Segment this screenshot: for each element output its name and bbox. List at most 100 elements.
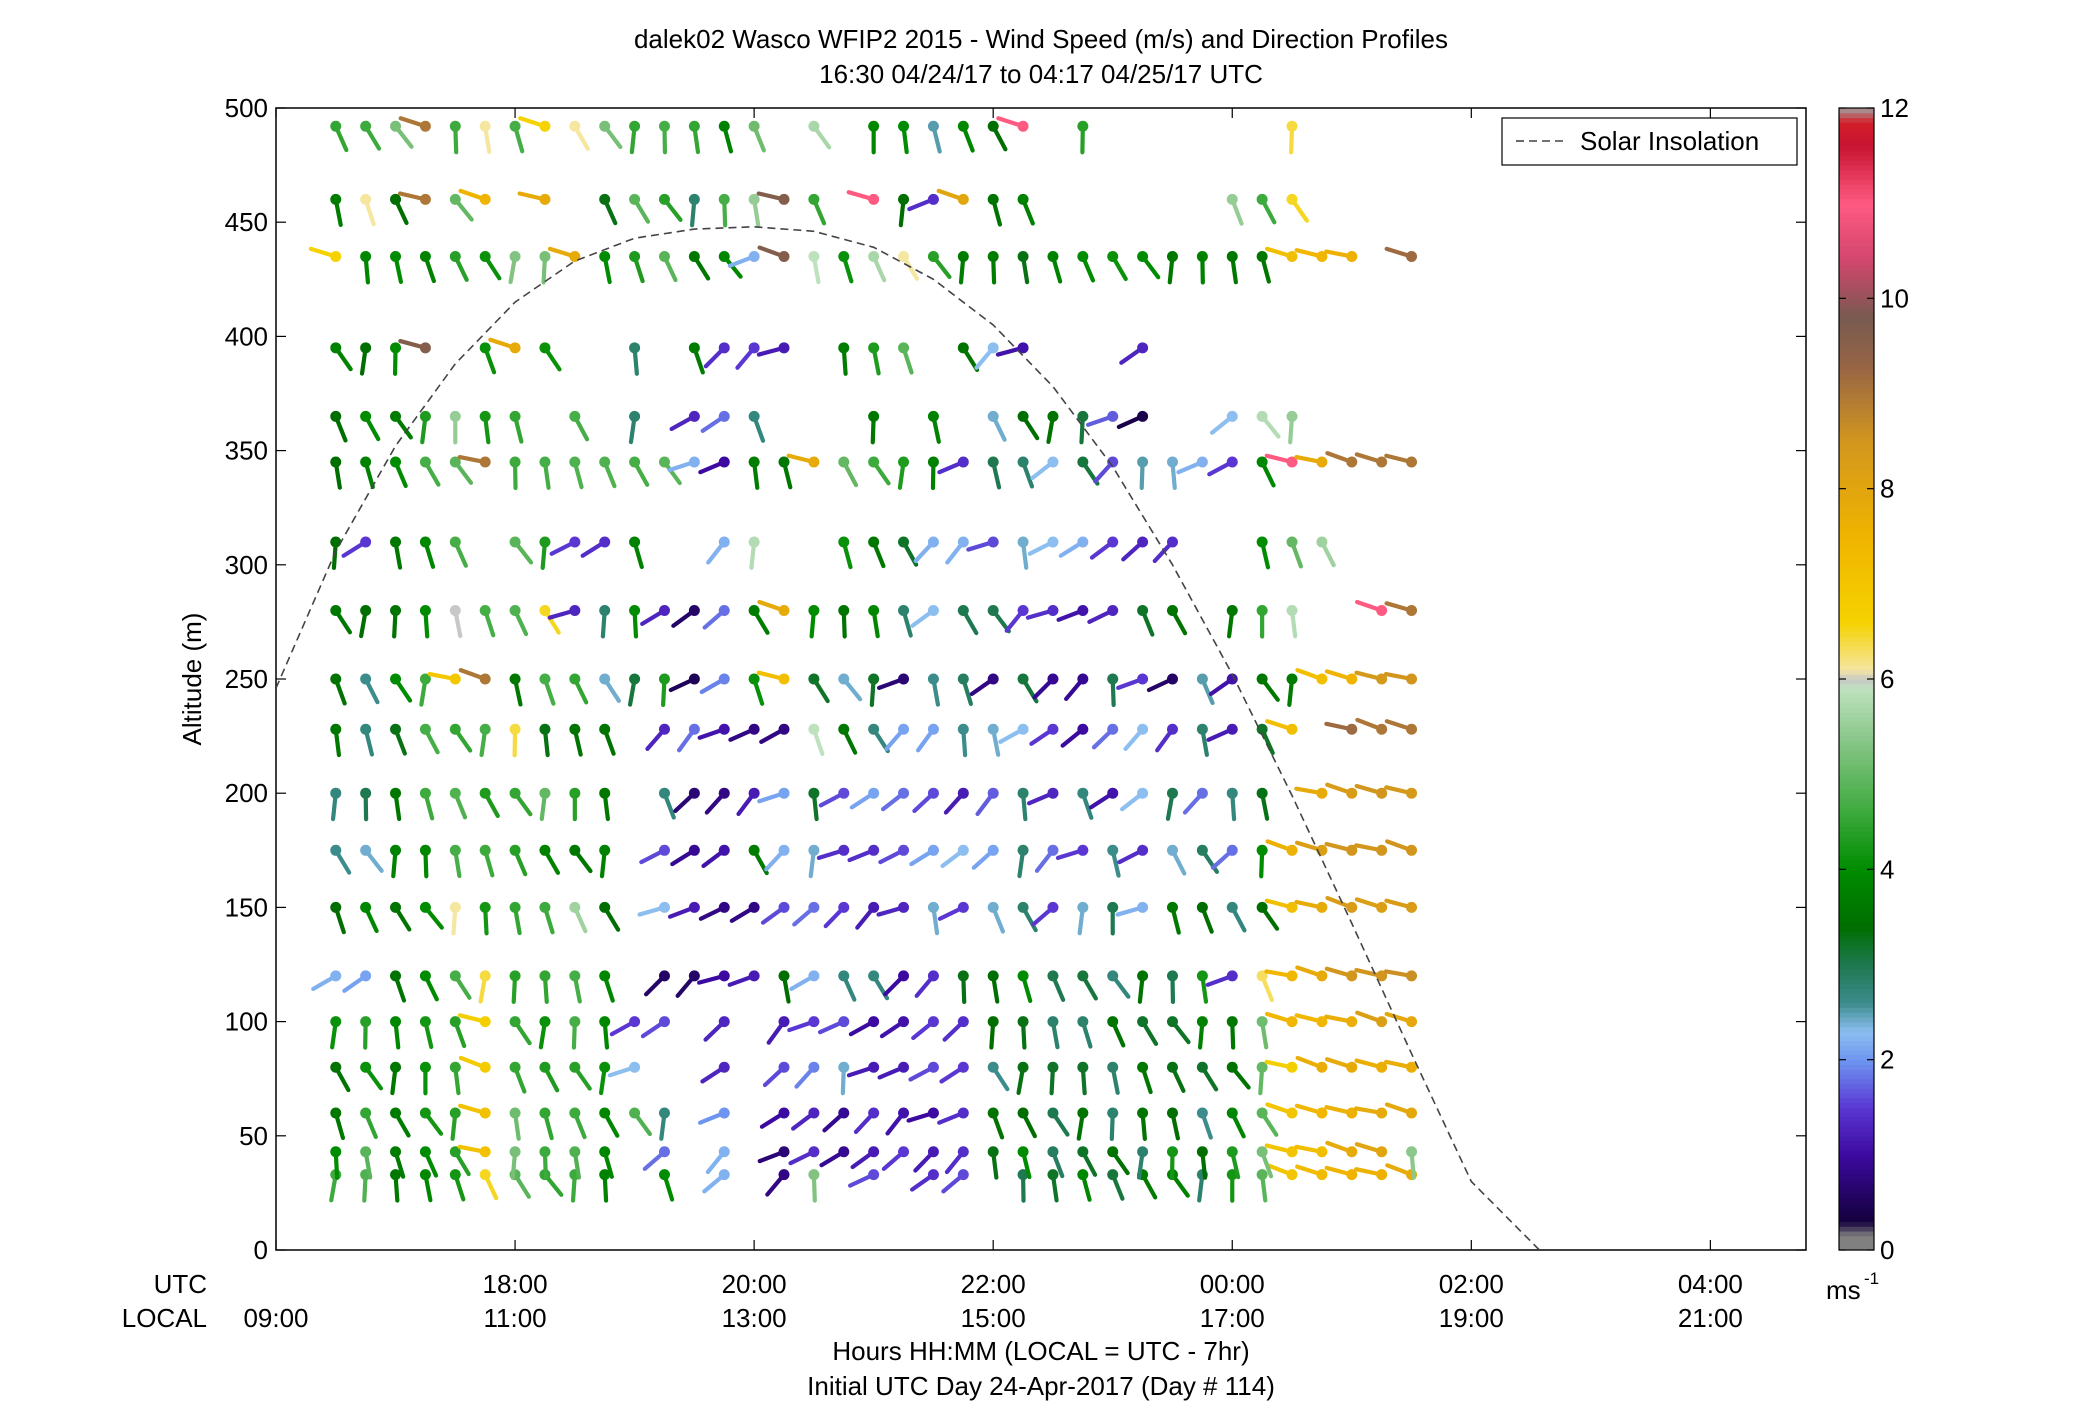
wind-barb (688, 120, 701, 155)
wind-barb (539, 342, 562, 372)
wind-barb-dot (390, 456, 402, 468)
wind-barb (419, 1107, 444, 1136)
wind-barb-dot (330, 901, 342, 913)
wind-barb (957, 723, 969, 758)
wind-barb-dot (419, 844, 431, 856)
wind-barb-dot (419, 1061, 431, 1073)
colorbar-segment (1839, 526, 1874, 533)
wind-barb (1354, 1167, 1388, 1181)
wind-barb (898, 342, 914, 375)
wind-barb-dot (1137, 250, 1149, 262)
wind-barb (1355, 717, 1388, 735)
colorbar-segment (1839, 945, 1874, 951)
colorbar-segment (1839, 978, 1874, 985)
wind-barb-dot (868, 673, 880, 685)
colorbar-segment (1839, 612, 1874, 618)
colorbar-segment (1839, 802, 1874, 809)
wind-barb-dot (778, 844, 790, 856)
wind-barb-dot (718, 604, 730, 616)
wind-barb-dot (927, 120, 939, 132)
colorbar-segment (1839, 774, 1874, 780)
wind-barb-dot (419, 970, 431, 982)
wind-barb (509, 970, 521, 1004)
colorbar-segment (1839, 912, 1874, 918)
wind-barb-dot (1137, 901, 1149, 913)
colorbar-segment (1839, 165, 1874, 171)
wind-barb-dot (1137, 604, 1149, 616)
wind-barb-dot (479, 193, 491, 205)
wind-barb (838, 723, 858, 755)
wind-barb-dot (898, 1107, 910, 1119)
colorbar-segment (1839, 755, 1874, 761)
wind-barb (838, 342, 850, 376)
wind-barb (1017, 536, 1029, 570)
colorbar-segment (1839, 1192, 1874, 1199)
wind-barb-dot (330, 250, 342, 262)
colorbar-segment (1839, 1121, 1874, 1127)
wind-barb-dot (1226, 410, 1238, 422)
wind-barb (360, 844, 384, 873)
wind-barb (1294, 1103, 1328, 1119)
wind-barb (509, 1061, 527, 1094)
wind-barb (479, 787, 500, 819)
wind-barb-dot (1166, 723, 1178, 735)
wind-barb (629, 604, 641, 639)
wind-barb (969, 673, 999, 697)
wind-barb-dot (1166, 970, 1178, 982)
wind-barb (449, 787, 468, 820)
colorbar-tick-label: 2 (1880, 1045, 1894, 1075)
wind-barb-dot (1017, 1146, 1029, 1158)
wind-barb-dot (1107, 456, 1119, 468)
wind-barb-dot (778, 723, 790, 735)
wind-barb-dot (748, 844, 760, 856)
wind-barb-dot (808, 901, 820, 913)
wind-barb (1256, 844, 1268, 879)
wind-barb (449, 723, 473, 753)
wind-barb-dot (1017, 970, 1029, 982)
wind-barb (390, 1061, 402, 1096)
wind-barb (658, 1107, 670, 1141)
wind-barb (1226, 787, 1238, 822)
colorbar-segment (1839, 1102, 1874, 1108)
wind-barb (599, 120, 623, 150)
wind-barb-dot (330, 410, 342, 422)
colorbar-segment (1839, 993, 1874, 999)
wind-barb-dot (360, 844, 372, 856)
wind-barb-dot (808, 1146, 820, 1158)
colorbar-segment (1839, 679, 1874, 685)
wind-barb-dot (1316, 1016, 1328, 1028)
wind-barb-dot (1376, 787, 1388, 799)
wind-barb (341, 536, 372, 558)
wind-barb (913, 1146, 939, 1173)
wind-barb-dot (1077, 1107, 1089, 1119)
x-tick-label-utc: 00:00 (1200, 1269, 1265, 1299)
colorbar-segment (1839, 379, 1874, 385)
wind-barb (449, 1169, 466, 1202)
wind-barb-dot (330, 604, 342, 616)
wind-barb-dot (987, 844, 999, 856)
wind-barb-dot (1077, 250, 1089, 262)
wind-barb (457, 1144, 491, 1158)
wind-barb-dot (569, 844, 581, 856)
wind-barb (868, 410, 880, 445)
wind-barb-dot (330, 844, 342, 856)
wind-barb (916, 723, 939, 753)
wind-barb (539, 723, 551, 758)
wind-barb-dot (1316, 1107, 1328, 1119)
wind-barb-dot (419, 604, 431, 616)
colorbar-segment (1839, 935, 1874, 942)
wind-barb (1383, 671, 1418, 685)
wind-barb-dot (688, 456, 700, 468)
wind-barb-dot (838, 604, 850, 616)
wind-barb-dot (539, 456, 551, 468)
colorbar-tick-label: 0 (1880, 1235, 1894, 1265)
colorbar-segment (1839, 855, 1874, 861)
wind-barb-dot (629, 604, 641, 616)
wind-barb-dot (479, 456, 491, 468)
wind-barb (847, 1169, 880, 1188)
colorbar-segment (1839, 1216, 1874, 1223)
wind-barb-dot (778, 193, 790, 205)
wind-barb (1324, 1105, 1358, 1119)
wind-barb-dot (957, 250, 969, 262)
colorbar-segment (1839, 1221, 1874, 1227)
